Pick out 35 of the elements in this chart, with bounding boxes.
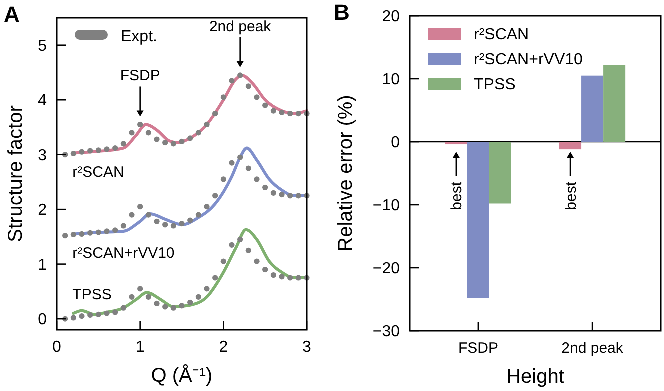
legend-label: Expt. xyxy=(121,28,158,46)
y-axis-title: Structure factor xyxy=(5,105,27,242)
x-tick-label: 2nd peak xyxy=(562,340,624,357)
y-axis-title: Relative error (%) xyxy=(335,95,357,252)
legend-label: r²SCAN xyxy=(474,26,530,44)
y-tick-label: 3 xyxy=(38,147,48,164)
legend-label: r²SCAN+rVV10 xyxy=(474,52,584,69)
series-label: TPSS xyxy=(72,286,112,304)
y-tick-label: −30 xyxy=(372,324,400,341)
annotation: best xyxy=(562,181,580,210)
x-tick-label: 2 xyxy=(219,339,228,356)
x-tick-label: 1 xyxy=(136,339,145,356)
y-tick-label: 1 xyxy=(38,256,48,274)
annotation: best xyxy=(448,181,466,210)
annotation: 2nd peak xyxy=(209,18,272,36)
series-label: r²SCAN+rVV10 xyxy=(72,245,175,262)
y-tick-label: 0 xyxy=(391,134,400,152)
chart-title: A xyxy=(4,2,20,27)
y-tick-label: −10 xyxy=(372,198,400,215)
x-axis-title: Height xyxy=(506,366,565,388)
x-tick-label: 3 xyxy=(302,339,312,356)
y-tick-label: 5 xyxy=(38,38,48,55)
legend-label: TPSS xyxy=(474,76,516,94)
chart-title: B xyxy=(334,0,350,25)
x-tick-label: 0 xyxy=(52,339,62,356)
annotation: FSDP xyxy=(120,68,160,85)
y-tick-label: 4 xyxy=(38,92,48,110)
x-tick-label: FSDP xyxy=(458,340,498,357)
y-tick-label: 10 xyxy=(382,72,400,89)
y-tick-label: 2 xyxy=(38,202,48,220)
x-axis-title: Q (Å⁻¹) xyxy=(151,364,213,387)
series-label: r²SCAN xyxy=(72,164,124,182)
y-tick-label: 0 xyxy=(38,312,48,329)
y-tick-label: 20 xyxy=(382,8,400,26)
y-tick-label: −20 xyxy=(372,260,400,278)
